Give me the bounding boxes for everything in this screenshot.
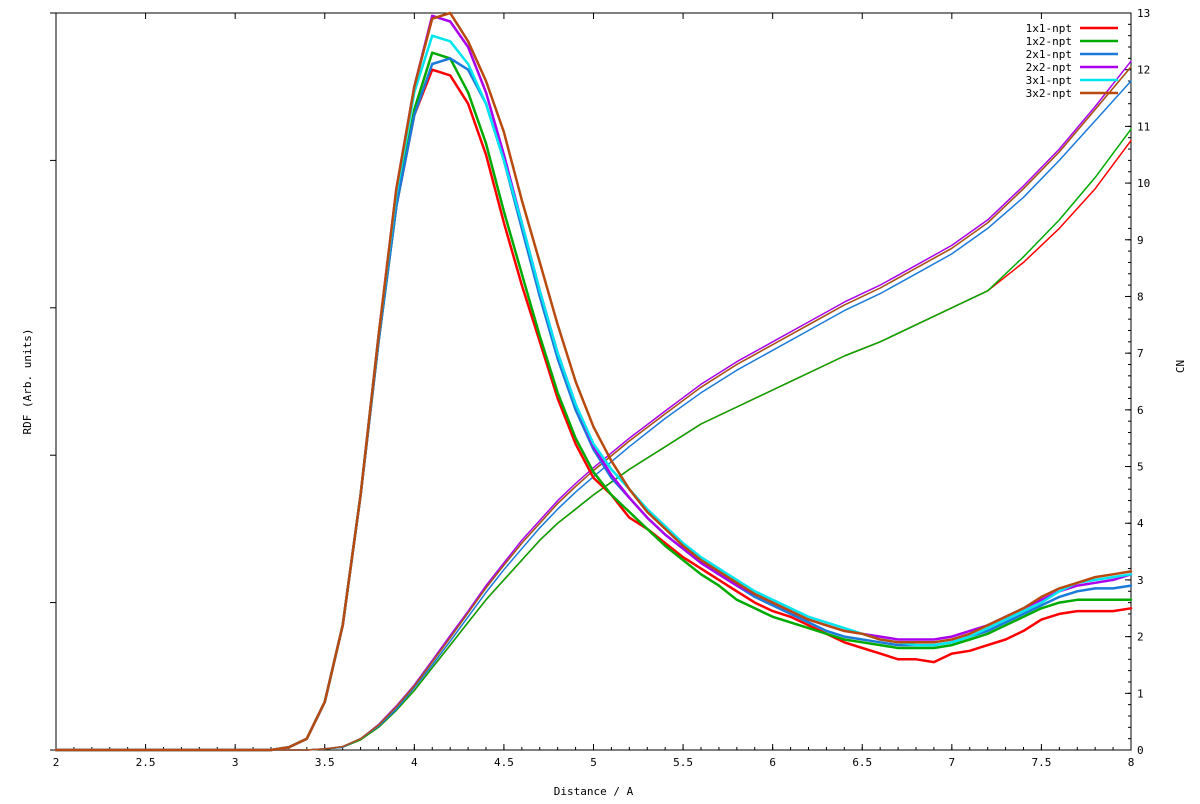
y-right-tick-label: 2 [1137, 631, 1144, 644]
series-layer [54, 11, 1133, 752]
x-axis-label: Distance / A [554, 785, 634, 798]
series-rdf-line-2x1-npt [54, 57, 1133, 752]
axes-group: 2 2.5 3 3.5 4 4.5 5 5.5 6 6.5 7 7.5 8012345678910111… [50, 7, 1150, 769]
series-cn-line-2x1-npt [55, 80, 1132, 751]
x-tick-label: 7 [949, 756, 956, 769]
x-tick-label: 2.5 [136, 756, 156, 769]
series-rdf-line-1x1-npt [54, 68, 1133, 752]
y-axis-right-label: CN [1174, 360, 1187, 373]
series-cn-line-2x2-npt [55, 60, 1132, 751]
series-cn-line-3x1-npt [55, 66, 1132, 751]
x-tick-label: 7.5 [1031, 756, 1051, 769]
y-right-tick-label: 8 [1137, 290, 1144, 303]
x-tick-label: 4 [411, 756, 418, 769]
x-tick-label: 3 [232, 756, 239, 769]
legend-label: 3x2-npt [1026, 87, 1072, 100]
y-right-tick-label: 10 [1137, 177, 1150, 190]
series-rdf-line-1x2-npt [54, 51, 1133, 752]
y-right-tick-label: 0 [1137, 744, 1144, 757]
x-tick-label: 3.5 [315, 756, 335, 769]
y-right-tick-label: 13 [1137, 7, 1150, 20]
y-right-tick-label: 4 [1137, 517, 1144, 530]
y-right-tick-label: 3 [1137, 574, 1144, 587]
y-right-tick-label: 5 [1137, 461, 1144, 474]
x-tick-label: 5.5 [673, 756, 693, 769]
x-tick-label: 5 [590, 756, 597, 769]
series-cn-line-3x2-npt [55, 66, 1132, 751]
series-cn-line-1x2-npt [55, 128, 1132, 751]
y-right-tick-label: 9 [1137, 234, 1144, 247]
y-right-tick-label: 7 [1137, 347, 1144, 360]
legend-label: 2x2-npt [1026, 61, 1072, 74]
series-rdf-line-3x1-npt [54, 34, 1133, 752]
x-tick-label: 6 [769, 756, 776, 769]
y-right-tick-label: 1 [1137, 687, 1144, 700]
legend-label: 2x1-npt [1026, 48, 1072, 61]
x-tick-label: 2 [53, 756, 60, 769]
x-tick-label: 4.5 [494, 756, 514, 769]
x-tick-label: 6.5 [852, 756, 872, 769]
y-axis-left-label: RDF (Arb. units) [21, 329, 34, 435]
legend: 1x1-npt1x2-npt2x1-npt2x2-npt3x1-npt3x2-n… [1026, 22, 1118, 100]
legend-label: 3x1-npt [1026, 74, 1072, 87]
x-tick-label: 8 [1128, 756, 1135, 769]
series-rdf-line-3x2-npt [54, 11, 1133, 752]
legend-label: 1x2-npt [1026, 35, 1072, 48]
legend-label: 1x1-npt [1026, 22, 1072, 35]
y-right-tick-label: 12 [1137, 64, 1150, 77]
y-right-tick-label: 6 [1137, 404, 1144, 417]
y-right-tick-label: 11 [1137, 120, 1150, 133]
